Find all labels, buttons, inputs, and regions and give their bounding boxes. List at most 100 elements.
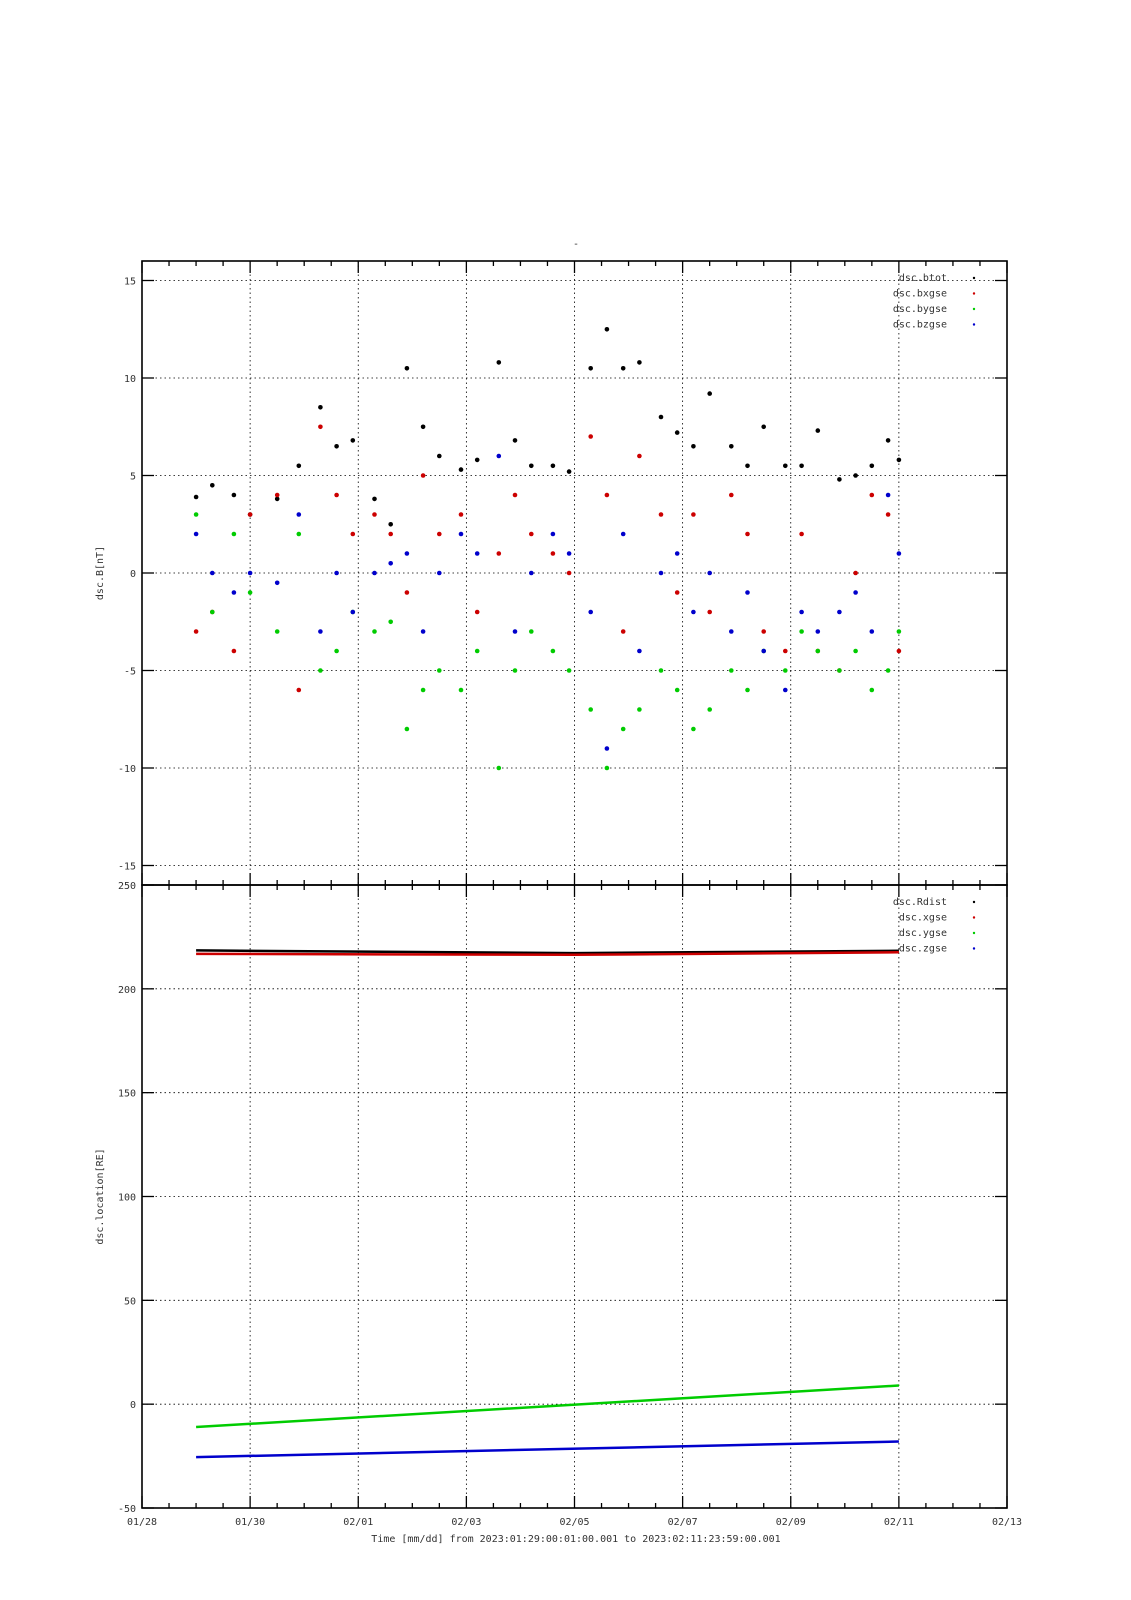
x-tick-label: 01/30 xyxy=(235,1517,265,1528)
y-tick-label: 150 xyxy=(118,1089,136,1100)
y-tick-label: 100 xyxy=(118,1193,136,1204)
data-point-dsc-btot xyxy=(388,522,394,527)
data-point-dsc-bzgse xyxy=(837,609,842,615)
data-point-dsc-bzgse xyxy=(799,609,804,615)
data-point-dsc-bxgse xyxy=(707,609,712,615)
data-point-dsc-bzgse xyxy=(869,629,875,634)
data-point-dsc-bxgse xyxy=(896,648,902,654)
y-tick-label: 0 xyxy=(130,569,136,580)
legend-marker xyxy=(972,292,976,295)
data-point-dsc-bxgse xyxy=(729,492,734,498)
data-point-dsc-bygse xyxy=(334,648,339,654)
data-point-dsc-bzgse xyxy=(437,570,442,576)
data-point-dsc-bygse xyxy=(745,687,750,693)
magnetic-field-panel: 15 10 5 0 -5 -10 -15 dsc.B[nT] dsc.btot dsc.bxg… xyxy=(95,260,1008,886)
data-point-dsc-btot xyxy=(496,360,502,365)
data-point-dsc-bygse xyxy=(869,687,875,693)
legend-marker xyxy=(972,916,976,919)
data-point-dsc-bzgse xyxy=(372,570,377,576)
data-point-dsc-bygse xyxy=(691,726,696,732)
data-point-dsc-bygse xyxy=(420,687,426,693)
data-point-dsc-bzgse xyxy=(350,609,356,615)
data-point-dsc-bygse xyxy=(620,726,626,732)
data-point-dsc-bygse xyxy=(658,668,664,673)
y-tick-label: 0 xyxy=(130,1400,136,1411)
data-point-dsc-bygse xyxy=(729,668,734,673)
data-point-dsc-bzgse xyxy=(388,561,394,566)
data-point-dsc-bxgse xyxy=(799,531,804,537)
y-tick-label: 15 xyxy=(124,277,136,288)
legend-marker xyxy=(972,931,976,935)
y-tick-label: -10 xyxy=(118,764,136,775)
data-point-dsc-bzgse xyxy=(193,531,199,537)
data-point-dsc-btot xyxy=(658,414,664,420)
data-point-dsc-bygse xyxy=(474,648,480,654)
data-point-dsc-bygse xyxy=(799,629,804,634)
data-point-dsc-bxgse xyxy=(388,531,394,537)
y-tick-label: 200 xyxy=(118,985,136,996)
x-axis-label: Time [mm/dd] from 2023:01:29:00:01:00.00… xyxy=(371,1534,780,1545)
data-point-dsc-bxgse xyxy=(745,531,750,537)
data-point-dsc-bygse xyxy=(783,668,788,673)
legend-label: dsc.ygse xyxy=(899,928,947,939)
data-point-dsc-bzgse xyxy=(745,590,750,595)
x-tick-label: 01/28 xyxy=(127,1517,157,1528)
data-point-dsc-bxgse xyxy=(550,551,556,556)
data-point-dsc-bzgse xyxy=(761,648,766,654)
data-point-dsc-bygse xyxy=(674,687,680,693)
data-point-dsc-bxgse xyxy=(853,570,858,576)
data-point-dsc-btot xyxy=(837,477,842,482)
y-tick-label: -50 xyxy=(118,1504,136,1515)
data-point-dsc-bzgse xyxy=(420,629,426,634)
data-point-dsc-bygse xyxy=(566,668,572,673)
data-point-dsc-btot xyxy=(550,463,556,469)
data-point-dsc-bygse xyxy=(637,707,642,712)
y-tick-label: 10 xyxy=(124,374,136,385)
y-tick-label: -15 xyxy=(118,862,136,873)
x-tick-label: 02/09 xyxy=(776,1517,806,1528)
data-point-dsc-bygse xyxy=(550,648,556,654)
data-point-dsc-bygse xyxy=(588,707,593,712)
data-point-dsc-btot xyxy=(372,496,377,502)
data-point-dsc-bzgse xyxy=(604,746,610,751)
data-point-dsc-bygse xyxy=(837,668,842,673)
data-point-dsc-bxgse xyxy=(658,512,664,517)
data-point-dsc-bxgse xyxy=(404,590,410,595)
legend-marker xyxy=(972,307,976,311)
data-point-dsc-bxgse xyxy=(496,551,502,556)
data-point-dsc-bzgse xyxy=(210,570,215,576)
data-point-dsc-bxgse xyxy=(620,629,626,634)
location-y-axis-label: dsc.location[RE] xyxy=(95,1148,106,1244)
data-point-dsc-bygse xyxy=(231,531,237,537)
data-point-dsc-btot xyxy=(437,453,442,459)
data-point-dsc-bxgse xyxy=(420,473,426,478)
data-point-dsc-bzgse xyxy=(458,531,464,537)
data-point-dsc-btot xyxy=(745,463,750,469)
data-point-dsc-bygse xyxy=(210,609,215,615)
data-point-dsc-bygse xyxy=(193,512,199,517)
x-tick-label: 02/11 xyxy=(884,1517,914,1528)
data-point-dsc-bzgse xyxy=(620,531,626,537)
legend-label: dsc.bzgse xyxy=(893,320,947,331)
series-line-dsc-zgse xyxy=(196,1440,899,1459)
data-point-dsc-bxgse xyxy=(604,492,610,498)
data-point-dsc-bzgse xyxy=(247,570,253,576)
data-point-dsc-bzgse xyxy=(231,590,237,595)
data-point-dsc-bxgse xyxy=(637,453,642,459)
location-ticks xyxy=(141,884,1008,1509)
data-point-dsc-bygse xyxy=(437,668,442,673)
data-point-dsc-bzgse xyxy=(404,551,410,556)
data-point-dsc-btot xyxy=(318,405,323,410)
data-point-dsc-bzgse xyxy=(691,609,696,615)
data-point-dsc-bzgse xyxy=(707,570,712,576)
data-point-dsc-bxgse xyxy=(566,570,572,576)
data-point-dsc-bxgse xyxy=(318,424,323,430)
data-point-dsc-bzgse xyxy=(658,570,664,576)
data-point-dsc-bygse xyxy=(404,726,410,732)
data-point-dsc-bzgse xyxy=(637,648,642,654)
data-point-dsc-bzgse xyxy=(274,580,280,586)
data-point-dsc-btot xyxy=(783,463,788,469)
data-point-dsc-btot xyxy=(707,391,712,396)
legend-label: dsc.zgse xyxy=(899,944,947,955)
